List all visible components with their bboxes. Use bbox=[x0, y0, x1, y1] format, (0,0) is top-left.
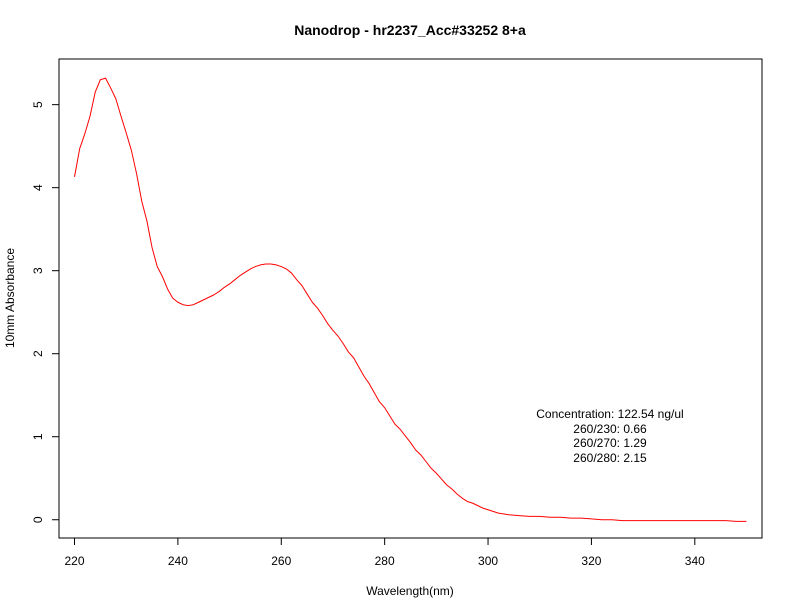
y-tick-label: 5 bbox=[31, 101, 45, 108]
annotation-box: Concentration: 122.54 ng/ul 260/230: 0.6… bbox=[536, 407, 683, 465]
plot-frame bbox=[58, 58, 763, 539]
y-tick-label: 0 bbox=[31, 516, 45, 523]
y-axis: 0 1 2 3 4 5 bbox=[31, 101, 60, 523]
y-tick-label: 3 bbox=[31, 267, 45, 274]
y-tick-label: 1 bbox=[31, 433, 45, 440]
x-tick-label: 300 bbox=[478, 554, 498, 568]
x-tick-label: 260 bbox=[271, 554, 291, 568]
chart-title: Nanodrop - hr2237_Acc#33252 8+a bbox=[294, 22, 526, 38]
x-tick-label: 320 bbox=[581, 554, 601, 568]
y-tick-label: 4 bbox=[31, 184, 45, 191]
series-layer bbox=[74, 77, 747, 522]
annotation-concentration: Concentration: 122.54 ng/ul bbox=[536, 407, 683, 421]
x-tick-label: 280 bbox=[375, 554, 395, 568]
annotation-ratio-260-230: 260/230: 0.66 bbox=[573, 422, 647, 436]
x-axis-label: Wavelength(nm) bbox=[366, 584, 454, 598]
y-axis-label: 10mm Absorbance bbox=[3, 248, 17, 348]
absorbance-line bbox=[74, 77, 747, 522]
x-tick-label: 240 bbox=[168, 554, 188, 568]
x-tick-label: 340 bbox=[685, 554, 705, 568]
x-tick-label: 220 bbox=[64, 554, 84, 568]
annotation-ratio-260-270: 260/270: 1.29 bbox=[573, 436, 647, 450]
annotation-ratio-260-280: 260/280: 2.15 bbox=[573, 451, 647, 465]
y-tick-label: 2 bbox=[31, 350, 45, 357]
x-axis: 220 240 260 280 300 320 340 bbox=[64, 537, 705, 568]
